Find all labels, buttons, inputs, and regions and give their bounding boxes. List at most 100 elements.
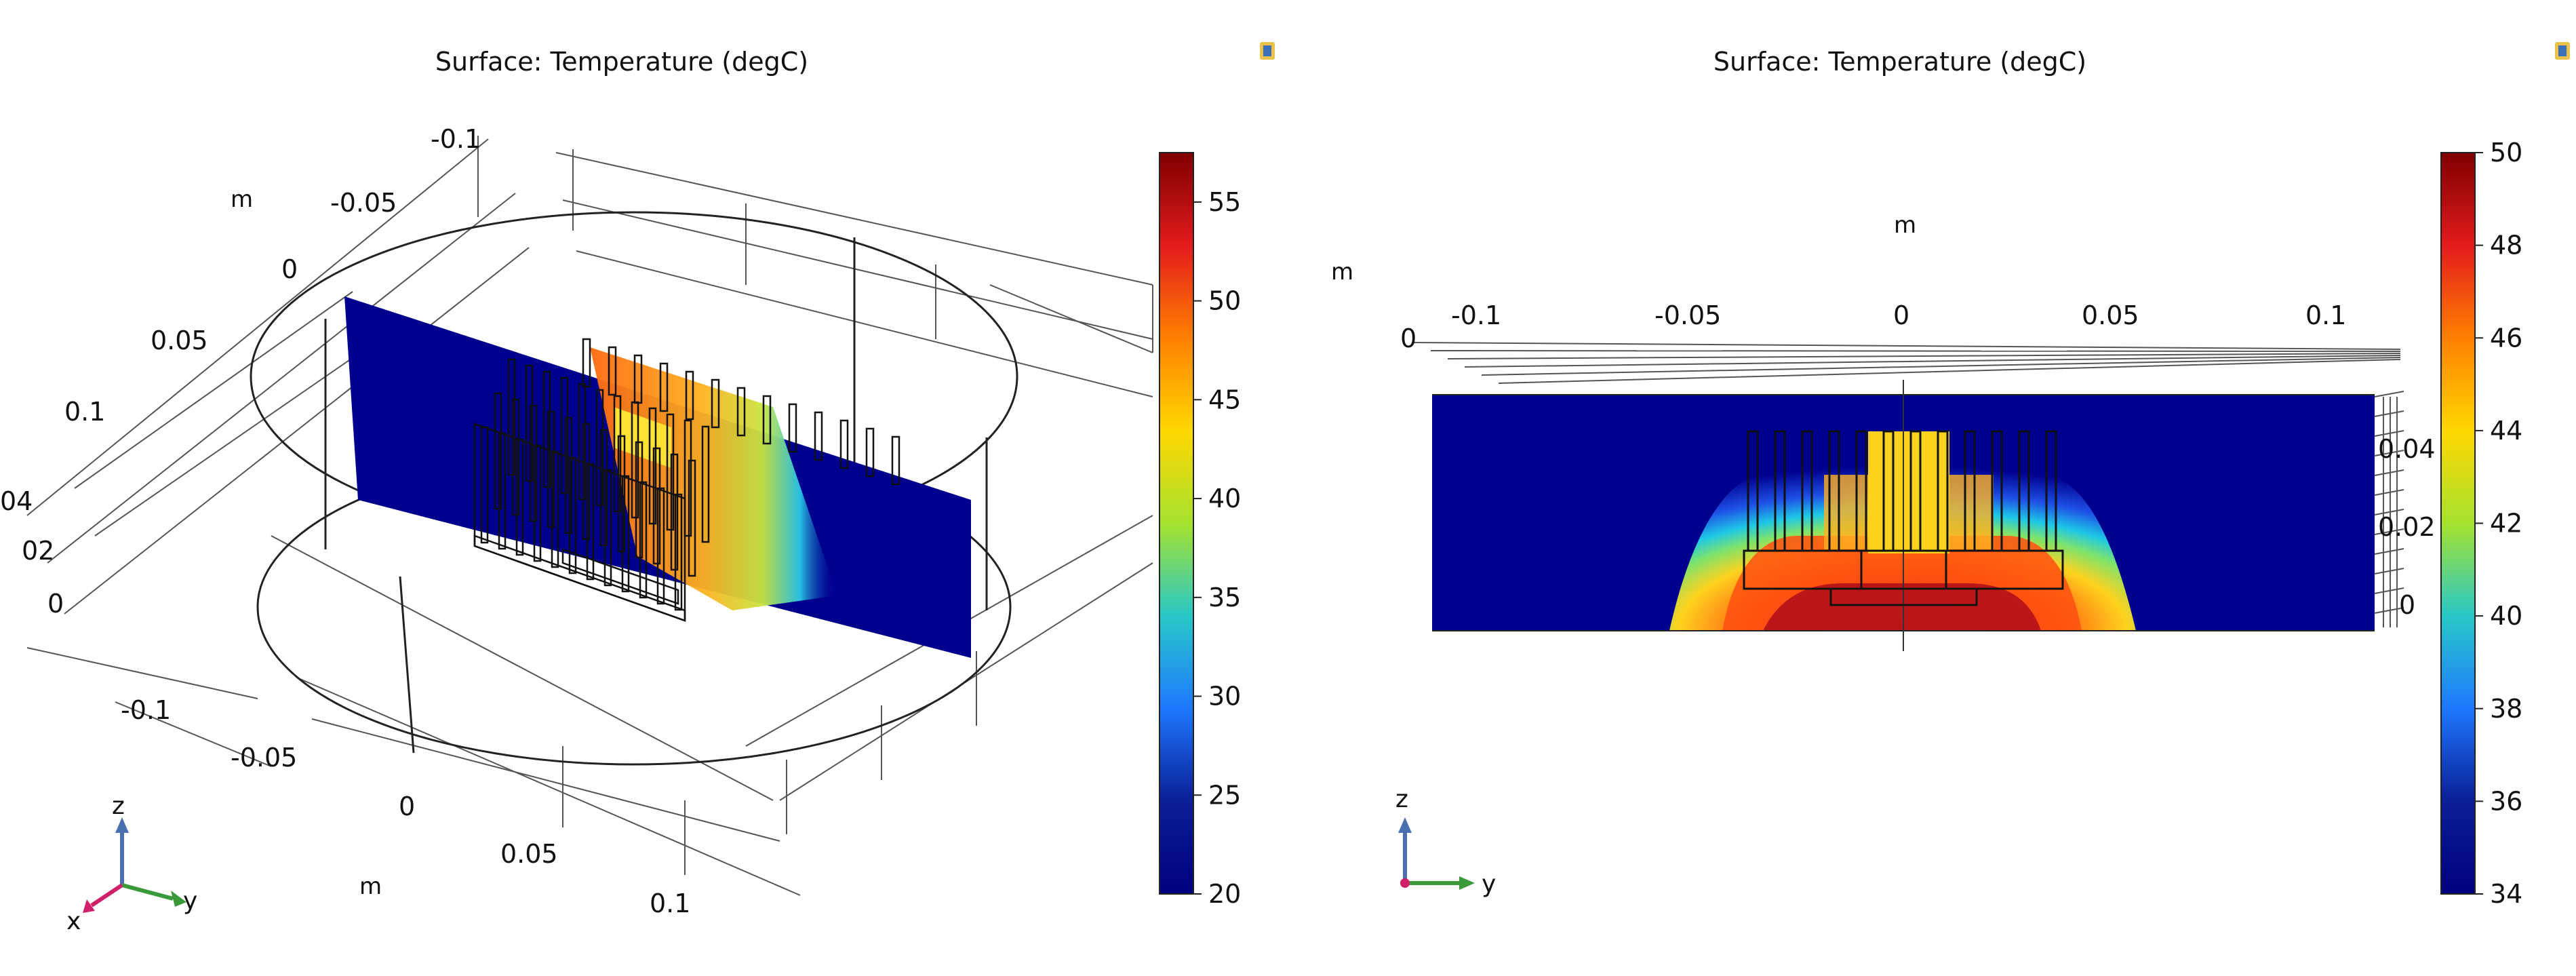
- fin: [674, 493, 683, 611]
- grid-line: [94, 338, 380, 536]
- fin: [865, 427, 875, 477]
- grid-line: [562, 199, 1153, 340]
- colorbar-tick-label: 35: [1208, 583, 1241, 612]
- grid-line: [115, 701, 272, 767]
- fin: [621, 475, 630, 593]
- fin: [1964, 430, 1976, 552]
- fin: [498, 432, 507, 550]
- rule-line: [2374, 587, 2404, 594]
- tick-front-y-2: 0: [399, 792, 415, 821]
- grid-line: [555, 152, 1153, 286]
- colorbar-tick-label: 55: [1208, 187, 1241, 217]
- fin: [568, 456, 577, 574]
- cut-plane-temperature-surface: [344, 296, 971, 658]
- fin: [547, 410, 555, 528]
- fin: [582, 338, 591, 388]
- fin: [525, 364, 534, 482]
- rule-line: [2374, 430, 2404, 437]
- fin: [542, 370, 551, 488]
- fin: [595, 389, 604, 507]
- axis-unit-label-top: m: [231, 186, 253, 213]
- fin: [683, 419, 692, 537]
- tick-right-z-1: 0.02: [2378, 512, 2436, 542]
- tick-back-x-4: 0.1: [64, 397, 105, 427]
- fin: [599, 429, 608, 547]
- heat-sink-geometry: [1743, 549, 2064, 606]
- panel-3d-view: Surface: Temperature (degC) m m: [0, 42, 1275, 935]
- tick-back-x-0: -0.1: [431, 124, 481, 154]
- grid-line: [989, 284, 1153, 353]
- fin: [578, 383, 587, 501]
- tick-right-z-0: 0.04: [2378, 434, 2436, 464]
- grid-line: [26, 138, 489, 516]
- fin: [659, 362, 669, 412]
- fin: [608, 346, 617, 396]
- tick-back-x-3: 0.05: [151, 326, 208, 355]
- fin: [788, 403, 797, 453]
- fin: [564, 416, 573, 534]
- tick-z-1: 02: [22, 536, 54, 566]
- tick-front-y-3: 0.05: [500, 839, 558, 869]
- fin: [560, 376, 569, 494]
- fin: [666, 413, 675, 531]
- fin: [582, 423, 591, 541]
- colorbar-tick-label: 46: [2490, 323, 2522, 353]
- panel-2d-view: Surface: Temperature (degC) m m 0 -0.1 -…: [1331, 42, 2570, 909]
- colorbar-gradient: [2440, 152, 2476, 895]
- fin: [529, 404, 538, 522]
- heat-sink-fins: [1747, 430, 2057, 552]
- tick-top-4: 0.1: [2305, 300, 2346, 330]
- rule-line: [1447, 353, 2401, 359]
- window-icon[interactable]: [2555, 42, 2570, 60]
- fin: [1882, 430, 1895, 552]
- fin: [2018, 430, 2030, 552]
- rule-line: [2374, 528, 2404, 535]
- grid-line: [47, 193, 516, 564]
- colorbar-tick-label: 50: [1208, 286, 1241, 316]
- fin: [1909, 430, 1922, 552]
- rule-line: [2374, 489, 2404, 496]
- fin: [533, 444, 542, 562]
- fin: [648, 407, 657, 525]
- fin: [603, 469, 612, 587]
- grid-line: [74, 291, 353, 489]
- tick-back-x-1: -0.05: [330, 188, 397, 218]
- colorbar-tick-label: 25: [1208, 780, 1241, 810]
- fin: [1991, 430, 2003, 552]
- fin: [670, 453, 679, 571]
- fin: [891, 435, 900, 486]
- colorbar-tick-label: 42: [2490, 509, 2522, 539]
- colorbar-tick-label: 45: [1208, 385, 1241, 414]
- colorbar-tick-label: 34: [2490, 879, 2522, 909]
- fin: [688, 459, 696, 577]
- tick-top-z-0: 0: [1400, 324, 1416, 353]
- plot-title: Surface: Temperature (degC): [435, 47, 808, 77]
- heat-sink-fins: [480, 338, 900, 611]
- fin: [1774, 430, 1786, 552]
- colorbar: 55 50 45 40 35 30 25 20: [1159, 152, 1241, 909]
- fin: [736, 387, 746, 437]
- axis-unit-label-top: m: [1894, 212, 1916, 239]
- rule-line: [2374, 509, 2404, 515]
- tick-front-y-4: 0.1: [650, 889, 690, 918]
- rule-line: [1481, 357, 2401, 376]
- fin: [1937, 430, 1949, 552]
- fin: [1747, 430, 1759, 552]
- window-icon[interactable]: [1260, 42, 1275, 60]
- fin: [617, 435, 626, 553]
- fin: [701, 425, 710, 543]
- colorbar-tick-label: 44: [2490, 416, 2522, 446]
- colorbar-tick-label: 50: [2490, 138, 2522, 168]
- colorbar-tick-label: 36: [2490, 786, 2522, 816]
- fin: [762, 395, 772, 445]
- fin: [711, 378, 720, 429]
- axis-rule-lines: [1413, 342, 2401, 384]
- axis-unit-label-left: m: [1331, 258, 1353, 286]
- colorbar-tick-label: 40: [1208, 484, 1241, 513]
- tick-z-0: 04: [0, 486, 33, 516]
- fin: [1828, 430, 1840, 552]
- fin: [652, 447, 661, 565]
- triad-label-z: z: [1395, 785, 1408, 813]
- fin: [494, 392, 502, 510]
